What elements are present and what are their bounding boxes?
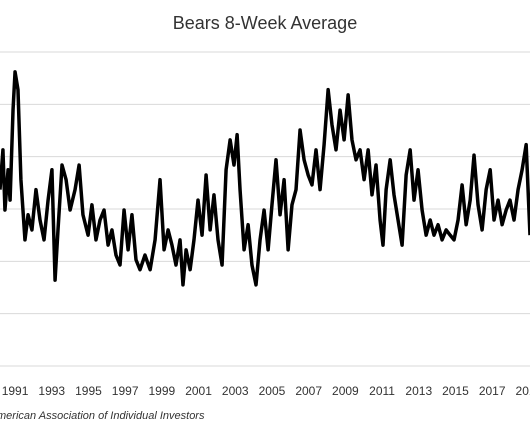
x-tick-label: 1993 [38, 384, 65, 398]
x-tick-label: 2015 [442, 384, 469, 398]
source-note: merican Association of Individual Invest… [0, 410, 205, 422]
x-tick-label: 1995 [75, 384, 102, 398]
x-tick-label: 2019 [516, 384, 530, 398]
x-tick-label: 2009 [332, 384, 359, 398]
x-tick-label: 1999 [149, 384, 176, 398]
x-tick-label: 1991 [2, 384, 29, 398]
chart-title: Bears 8-Week Average [173, 13, 357, 33]
data-line [0, 70, 530, 287]
x-tick-label: 2007 [295, 384, 322, 398]
x-tick-label: 2013 [405, 384, 432, 398]
x-tick-label: 2003 [222, 384, 249, 398]
x-tick-label: 1997 [112, 384, 139, 398]
x-tick-label: 2011 [369, 384, 395, 398]
x-tick-label: 2001 [185, 384, 212, 398]
x-tick-label: 2017 [479, 384, 506, 398]
x-tick-label: 2005 [259, 384, 286, 398]
